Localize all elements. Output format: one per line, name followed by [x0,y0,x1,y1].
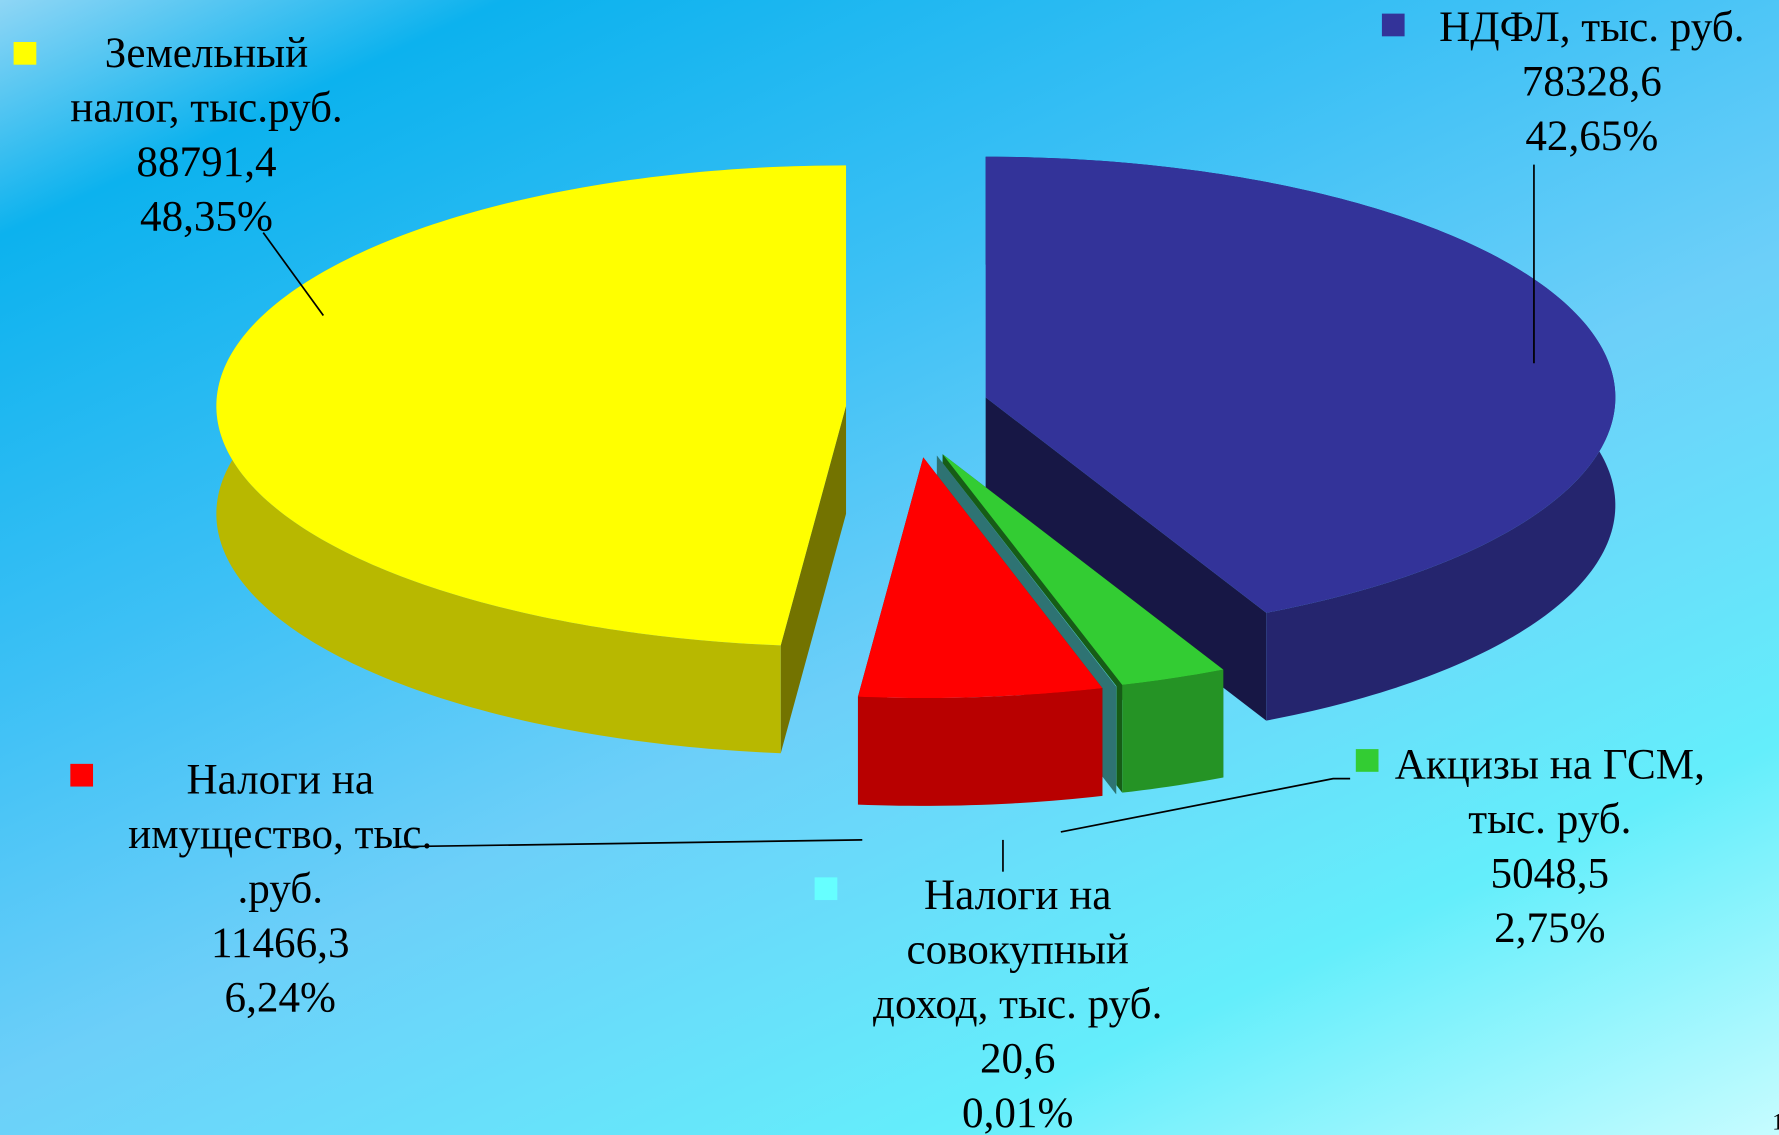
data-label: НДФЛ, тыс. руб. 78328,6 42,65% [1405,0,1779,163]
label-name: Акцизы на ГСМ, тыс. руб. [1394,741,1705,844]
legend-swatch [70,763,94,787]
data-label: Налоги на имущество, тыс. .руб. 11466,3 … [104,753,456,1025]
label-value: 78328,6 [1521,57,1662,106]
slice-side [780,406,847,754]
slice [936,455,1117,687]
label-name: НДФЛ, тыс. руб. [1439,3,1745,52]
label-percent: 2,75% [1494,904,1606,953]
label-value: 5048,5 [1490,850,1610,898]
legend-swatch [1381,13,1405,37]
slice [985,156,1616,613]
label-value: 20,6 [979,1035,1056,1083]
slice-edge [857,688,1103,806]
data-label: Налоги на совокупный доход, тыс. руб. 20… [848,868,1188,1135]
label-percent: 42,65% [1525,112,1659,161]
label-name: Земельный налог, тыс.руб. [70,29,343,132]
slice [216,165,847,646]
label-percent: 0,01% [962,1089,1074,1135]
label-name: Налоги на имущество, тыс. .руб. [128,755,433,913]
leader-line [1060,777,1351,833]
legend-swatch [13,41,37,65]
legend-swatch [814,877,838,901]
page-number: 1 [1772,1110,1779,1135]
label-value: 11466,3 [210,919,350,968]
pie [216,156,1616,806]
slice [942,454,1224,685]
leader-lines [262,164,1535,872]
slice [857,457,1103,699]
label-value: 88791,4 [136,138,277,187]
leader-line [262,232,325,317]
slice-side [985,397,1267,721]
leader-line [397,839,863,848]
data-label: Земельный налог, тыс.руб. 88791,4 48,35% [48,26,366,244]
data-label: Акцизы на ГСМ, тыс. руб. 5048,5 2,75% [1386,738,1713,956]
slice-edge [1122,669,1224,793]
label-percent: 6,24% [224,973,336,1022]
label-percent: 48,35% [140,192,273,241]
label-name: Налоги на совокупный доход, тыс. руб. [873,871,1163,1029]
legend-swatch [1355,749,1379,772]
